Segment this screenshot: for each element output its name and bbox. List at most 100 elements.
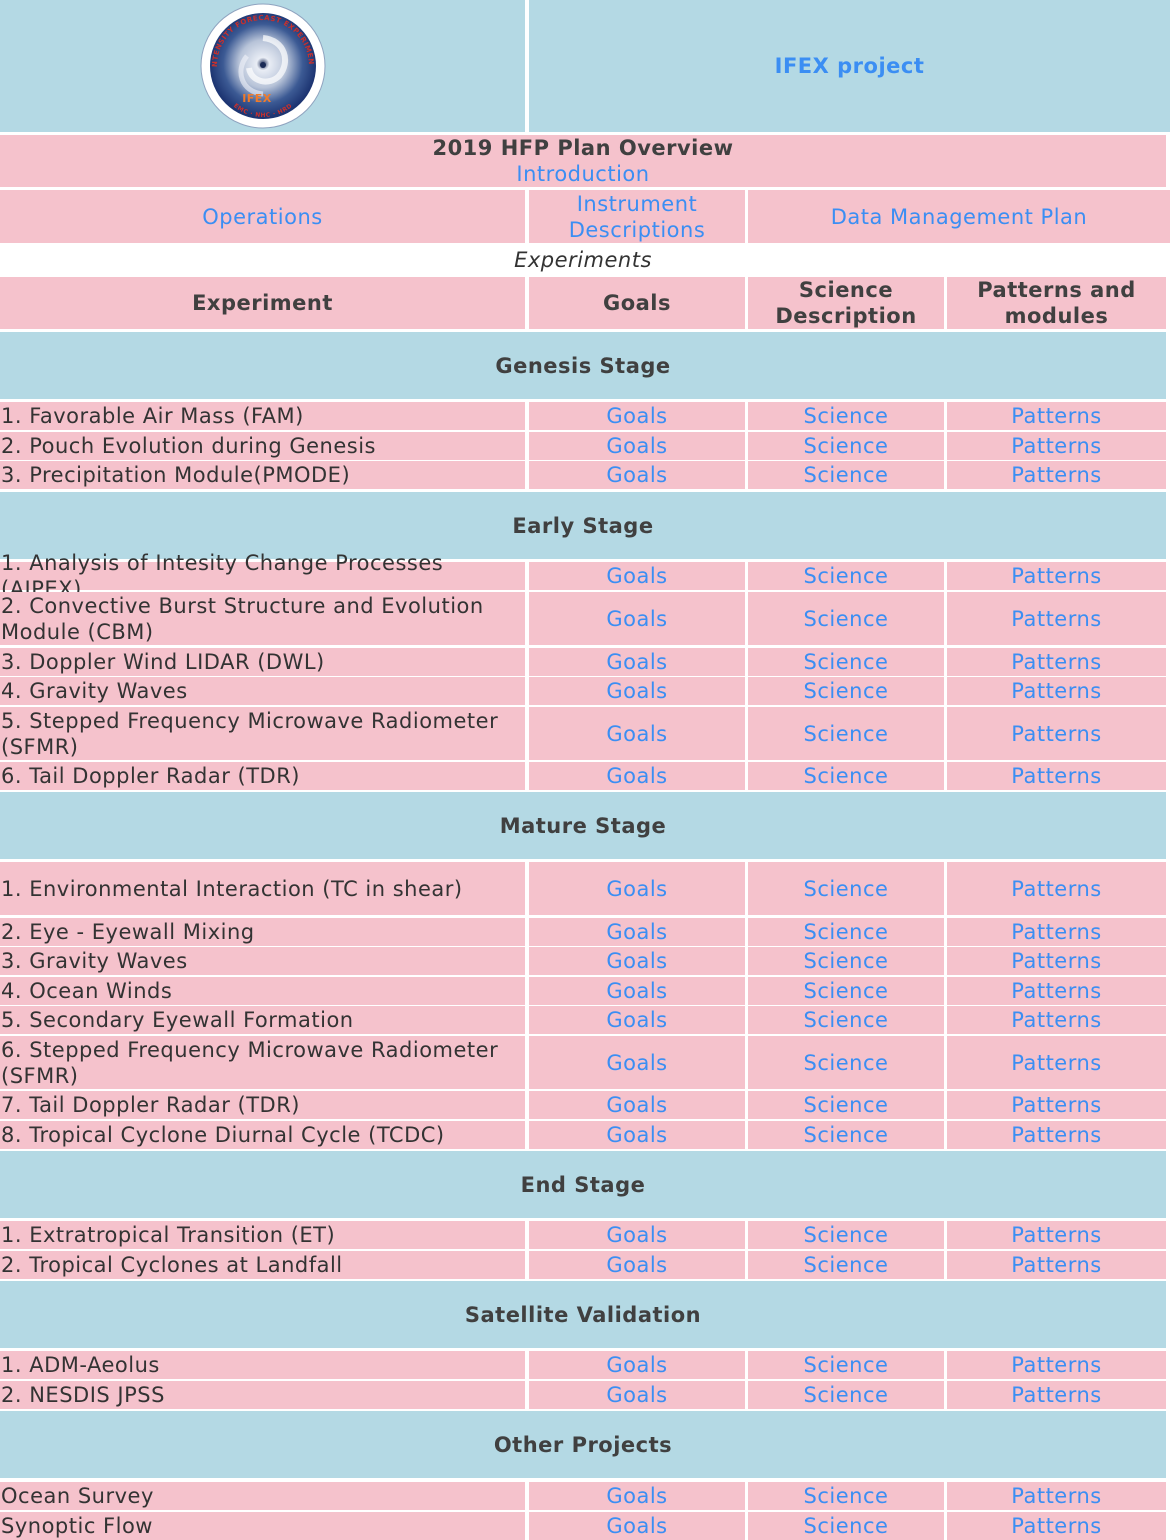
goals-link[interactable]: Goals	[606, 721, 668, 746]
col-header-patterns-label: Patterns and modules	[977, 278, 1136, 328]
goals-link[interactable]: Goals	[606, 1514, 668, 1538]
goals-link[interactable]: Goals	[606, 1050, 668, 1075]
goals-cell: Goals	[529, 1482, 745, 1510]
science-link[interactable]: Science	[803, 1123, 889, 1147]
goals-link[interactable]: Goals	[606, 679, 668, 703]
patterns-link[interactable]: Patterns	[1011, 1050, 1102, 1075]
patterns-link[interactable]: Patterns	[1011, 764, 1102, 788]
patterns-link[interactable]: Patterns	[1011, 1123, 1102, 1147]
patterns-link[interactable]: Patterns	[1011, 463, 1102, 487]
goals-link[interactable]: Goals	[606, 949, 668, 973]
patterns-cell: Patterns	[947, 1351, 1166, 1379]
patterns-link[interactable]: Patterns	[1011, 979, 1102, 1003]
patterns-link[interactable]: Patterns	[1011, 949, 1102, 973]
experiment-name-cell: 2. Pouch Evolution during Genesis	[0, 432, 525, 460]
col-header-science-label: Science Description	[775, 278, 917, 328]
operations-link[interactable]: Operations	[202, 204, 323, 229]
science-link[interactable]: Science	[803, 1484, 889, 1508]
science-link[interactable]: Science	[803, 1353, 889, 1377]
ifex-project-link[interactable]: IFEX project	[774, 54, 925, 78]
science-link[interactable]: Science	[803, 650, 889, 674]
goals-link[interactable]: Goals	[606, 463, 668, 487]
goals-link[interactable]: Goals	[606, 650, 668, 674]
instrument-descriptions-link[interactable]: Instrument Descriptions	[568, 191, 706, 242]
goals-link[interactable]: Goals	[606, 606, 668, 631]
patterns-link[interactable]: Patterns	[1011, 721, 1102, 746]
goals-link[interactable]: Goals	[606, 979, 668, 1003]
patterns-link[interactable]: Patterns	[1011, 1383, 1102, 1407]
science-cell: Science	[748, 562, 944, 590]
science-link[interactable]: Science	[803, 606, 889, 631]
patterns-link[interactable]: Patterns	[1011, 920, 1102, 944]
science-link[interactable]: Science	[803, 463, 889, 487]
experiment-name: 5. Secondary Eyewall Formation	[1, 1008, 354, 1032]
patterns-link[interactable]: Patterns	[1011, 434, 1102, 458]
patterns-link[interactable]: Patterns	[1011, 1484, 1102, 1508]
patterns-cell: Patterns	[947, 677, 1166, 705]
patterns-link[interactable]: Patterns	[1011, 679, 1102, 703]
experiment-name-cell: 2. Eye - Eyewall Mixing	[0, 918, 525, 946]
science-link[interactable]: Science	[803, 979, 889, 1003]
patterns-cell: Patterns	[947, 862, 1166, 915]
science-link[interactable]: Science	[803, 920, 889, 944]
data-management-plan-link[interactable]: Data Management Plan	[830, 204, 1088, 229]
science-link[interactable]: Science	[803, 764, 889, 788]
experiments-caption: Experiments	[514, 248, 652, 272]
patterns-link[interactable]: Patterns	[1011, 1223, 1102, 1247]
patterns-link[interactable]: Patterns	[1011, 404, 1102, 428]
introduction-link[interactable]: Introduction	[516, 162, 650, 186]
goals-link[interactable]: Goals	[606, 920, 668, 944]
science-link[interactable]: Science	[803, 876, 889, 901]
science-link[interactable]: Science	[803, 434, 889, 458]
goals-link[interactable]: Goals	[606, 1383, 668, 1407]
goals-link[interactable]: Goals	[606, 1008, 668, 1032]
goals-link[interactable]: Goals	[606, 1123, 668, 1147]
goals-link[interactable]: Goals	[606, 1223, 668, 1247]
science-link[interactable]: Science	[803, 1223, 889, 1247]
patterns-link[interactable]: Patterns	[1011, 1093, 1102, 1117]
patterns-link[interactable]: Patterns	[1011, 876, 1102, 901]
patterns-link[interactable]: Patterns	[1011, 650, 1102, 674]
patterns-link[interactable]: Patterns	[1011, 606, 1102, 631]
patterns-link[interactable]: Patterns	[1011, 1514, 1102, 1538]
goals-link[interactable]: Goals	[606, 434, 668, 458]
science-link[interactable]: Science	[803, 1050, 889, 1075]
patterns-cell: Patterns	[947, 461, 1166, 489]
science-link[interactable]: Science	[803, 1514, 889, 1538]
science-link[interactable]: Science	[803, 721, 889, 746]
goals-link[interactable]: Goals	[606, 404, 668, 428]
science-link[interactable]: Science	[803, 1253, 889, 1277]
patterns-link[interactable]: Patterns	[1011, 1353, 1102, 1377]
goals-link[interactable]: Goals	[606, 1093, 668, 1117]
goals-link[interactable]: Goals	[606, 1253, 668, 1277]
patterns-link[interactable]: Patterns	[1011, 564, 1102, 588]
science-link[interactable]: Science	[803, 1093, 889, 1117]
col-header-experiment: Experiment	[0, 277, 525, 329]
goals-link[interactable]: Goals	[606, 1484, 668, 1508]
experiment-name-cell: 2. Convective Burst Structure and Evolut…	[0, 592, 525, 645]
science-link[interactable]: Science	[803, 1383, 889, 1407]
patterns-link[interactable]: Patterns	[1011, 1008, 1102, 1032]
patterns-link[interactable]: Patterns	[1011, 1253, 1102, 1277]
goals-cell: Goals	[529, 461, 745, 489]
science-link[interactable]: Science	[803, 404, 889, 428]
experiment-name: 1. Environmental Interaction (TC in shea…	[1, 876, 463, 901]
goals-link[interactable]: Goals	[606, 764, 668, 788]
experiment-name-cell: 2. Tropical Cyclones at Landfall	[0, 1251, 525, 1279]
science-cell: Science	[748, 1036, 944, 1089]
science-cell: Science	[748, 1251, 944, 1279]
patterns-cell: Patterns	[947, 432, 1166, 460]
goals-cell: Goals	[529, 1036, 745, 1089]
goals-link[interactable]: Goals	[606, 564, 668, 588]
col-header-goals: Goals	[529, 277, 745, 329]
goals-link[interactable]: Goals	[606, 876, 668, 901]
science-link[interactable]: Science	[803, 949, 889, 973]
instrument-cell: Instrument Descriptions	[529, 190, 745, 243]
science-link[interactable]: Science	[803, 1008, 889, 1032]
goals-link[interactable]: Goals	[606, 1353, 668, 1377]
science-link[interactable]: Science	[803, 564, 889, 588]
goals-cell: Goals	[529, 1351, 745, 1379]
science-cell: Science	[748, 1006, 944, 1034]
experiment-name: 2. Pouch Evolution during Genesis	[1, 434, 376, 458]
science-link[interactable]: Science	[803, 679, 889, 703]
